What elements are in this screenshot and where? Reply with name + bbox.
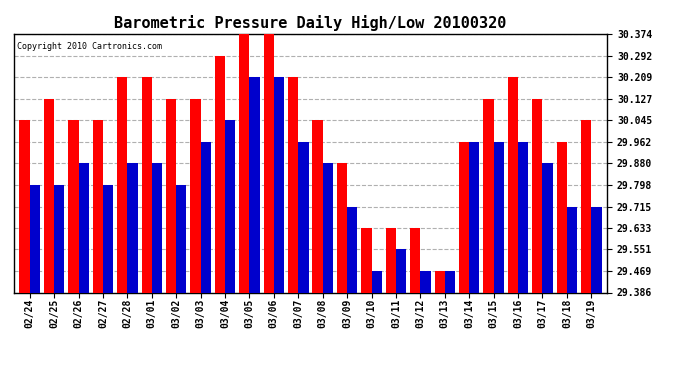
Bar — [557, 142, 567, 292]
Bar — [30, 185, 40, 292]
Bar — [410, 228, 420, 292]
Bar — [484, 99, 493, 292]
Bar — [469, 142, 480, 292]
Bar — [591, 207, 602, 292]
Text: Copyright 2010 Cartronics.com: Copyright 2010 Cartronics.com — [17, 42, 161, 51]
Bar — [459, 142, 469, 292]
Bar — [445, 271, 455, 292]
Bar — [264, 34, 274, 292]
Bar — [141, 77, 152, 292]
Bar — [54, 185, 64, 292]
Bar — [44, 99, 54, 292]
Bar — [420, 271, 431, 292]
Bar — [103, 185, 113, 292]
Bar — [152, 164, 162, 292]
Bar — [518, 142, 529, 292]
Bar — [274, 77, 284, 292]
Bar — [239, 34, 250, 292]
Bar — [542, 164, 553, 292]
Bar — [323, 164, 333, 292]
Bar — [313, 120, 323, 292]
Bar — [68, 120, 79, 292]
Bar — [435, 271, 445, 292]
Bar — [176, 185, 186, 292]
Bar — [250, 77, 259, 292]
Bar — [201, 142, 211, 292]
Bar — [117, 77, 128, 292]
Bar — [225, 120, 235, 292]
Bar — [386, 228, 396, 292]
Title: Barometric Pressure Daily High/Low 20100320: Barometric Pressure Daily High/Low 20100… — [115, 15, 506, 31]
Bar — [508, 77, 518, 292]
Bar — [347, 207, 357, 292]
Bar — [166, 99, 176, 292]
Bar — [19, 120, 30, 292]
Bar — [215, 56, 225, 292]
Bar — [567, 207, 577, 292]
Bar — [92, 120, 103, 292]
Bar — [288, 77, 298, 292]
Bar — [190, 99, 201, 292]
Bar — [79, 164, 89, 292]
Bar — [396, 249, 406, 292]
Bar — [532, 99, 542, 292]
Bar — [298, 142, 308, 292]
Bar — [493, 142, 504, 292]
Bar — [337, 164, 347, 292]
Bar — [128, 164, 137, 292]
Bar — [581, 120, 591, 292]
Bar — [362, 228, 371, 292]
Bar — [371, 271, 382, 292]
